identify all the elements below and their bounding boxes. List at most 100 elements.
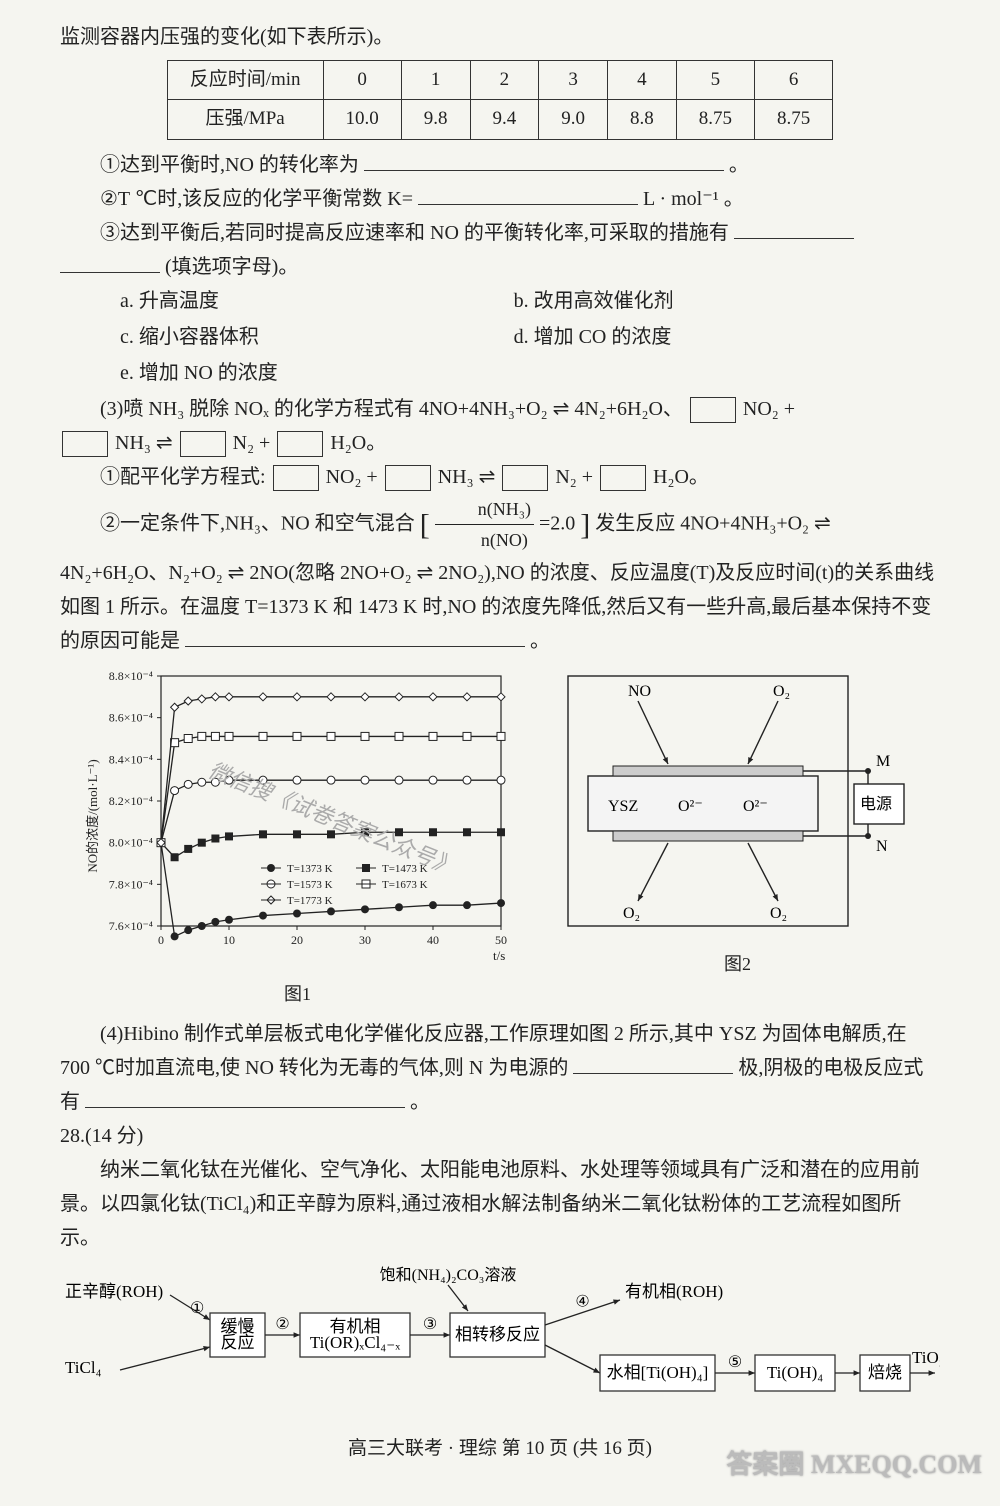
frac-den: n(NO) bbox=[435, 525, 534, 556]
q1: ①达到平衡时,NO 的转化率为 。 bbox=[60, 148, 940, 182]
svg-text:10: 10 bbox=[223, 933, 235, 947]
pressure-table: 反应时间/min 0 1 2 3 4 5 6 压强/MPa 10.0 9.8 9… bbox=[167, 60, 834, 140]
svg-text:电源: 电源 bbox=[860, 795, 892, 813]
svg-text:O²⁻: O²⁻ bbox=[678, 798, 703, 815]
blank bbox=[85, 1087, 405, 1108]
svg-text:Ti(OR)ₓCl₄₋ₓ: Ti(OR)ₓCl₄₋ₓ bbox=[310, 1333, 400, 1352]
figure-row: 7.6×10⁻⁴ 7.8×10⁻⁴ 8.0×10⁻⁴ 8.2×10⁻⁴ 8.4×10⁻⁴… bbox=[60, 666, 940, 1010]
q28-head: 28.(14 分) bbox=[60, 1119, 940, 1153]
opt-d: d. 增加 CO 的浓度 bbox=[514, 320, 908, 354]
p3s1a: ①配平化学方程式: bbox=[100, 466, 266, 488]
bracket-r-icon: ] bbox=[580, 508, 590, 541]
figure-1: 7.6×10⁻⁴ 7.8×10⁻⁴ 8.0×10⁻⁴ 8.2×10⁻⁴ 8.4×10⁻⁴… bbox=[83, 666, 513, 1010]
svg-text:8.8×10⁻⁴: 8.8×10⁻⁴ bbox=[108, 669, 152, 683]
q3: ③达到平衡后,若同时提高反应速率和 NO 的平衡转化率,可采取的措施有 bbox=[60, 216, 940, 250]
blank bbox=[60, 252, 160, 273]
svg-text:t/s: t/s bbox=[493, 948, 505, 963]
q2: ②T ℃时,该反应的化学平衡常数 K= L · mol⁻¹ 。 bbox=[60, 182, 940, 216]
fig1-caption: 图1 bbox=[83, 979, 513, 1010]
svg-text:T=1673 K: T=1673 K bbox=[382, 879, 428, 891]
svg-text:8.2×10⁻⁴: 8.2×10⁻⁴ bbox=[108, 794, 152, 808]
coef-box bbox=[385, 465, 431, 491]
svg-text:NO: NO bbox=[628, 683, 651, 700]
p3-line1: (3)喷 NH₃ 脱除 NOₓ 的化学方程式有 4NO+4NH₃+O₂ ⇌ 4N… bbox=[60, 392, 940, 426]
blank bbox=[418, 184, 638, 205]
svg-text:反应: 反应 bbox=[221, 1333, 255, 1352]
svg-text:7.6×10⁻⁴: 7.6×10⁻⁴ bbox=[108, 919, 152, 933]
page-root: 监测容器内压强的变化(如下表所示)。 反应时间/min 0 1 2 3 4 5 … bbox=[0, 0, 1000, 1506]
svg-text:②: ② bbox=[275, 1316, 289, 1333]
svg-text:T=1573 K: T=1573 K bbox=[287, 879, 333, 891]
opt-b: b. 改用高效催化剂 bbox=[514, 284, 908, 318]
coef-box bbox=[690, 397, 736, 423]
p3-para: 4N₂+6H₂O、N₂+O₂ ⇌ 2NO(忽略 2NO+O₂ ⇌ 2NO₂),N… bbox=[60, 556, 940, 658]
svg-text:饱和(NH₄)₂CO₃溶液: 饱和(NH₄)₂CO₃溶液 bbox=[380, 1266, 517, 1284]
table-row: 反应时间/min 0 1 2 3 4 5 6 bbox=[167, 61, 833, 100]
svg-text:焙烧: 焙烧 bbox=[868, 1363, 902, 1382]
svg-text:T=1773 K: T=1773 K bbox=[287, 895, 333, 907]
p4: (4)Hibino 制作式单层板式电化学催化反应器,工作原理如图 2 所示,其中… bbox=[60, 1017, 940, 1119]
coef-box bbox=[502, 465, 548, 491]
svg-text:O₂: O₂ bbox=[770, 905, 787, 922]
intro-line: 监测容器内压强的变化(如下表所示)。 bbox=[60, 20, 940, 54]
coef-box bbox=[277, 431, 323, 457]
p3l1b: NO₂ + bbox=[743, 398, 795, 420]
p3s2b: 发生反应 4NO+4NH₃+O₂ ⇌ bbox=[595, 512, 830, 534]
blank bbox=[734, 218, 854, 239]
q2-text: ②T ℃时,该反应的化学平衡常数 K= bbox=[100, 188, 413, 210]
svg-text:8.4×10⁻⁴: 8.4×10⁻⁴ bbox=[108, 752, 152, 766]
coef-box bbox=[600, 465, 646, 491]
svg-text:正辛醇(ROH): 正辛醇(ROH) bbox=[65, 1282, 163, 1301]
svg-text:Ti(OH)₄: Ti(OH)₄ bbox=[767, 1363, 823, 1382]
row2-label: 压强/MPa bbox=[167, 100, 323, 139]
svg-text:8.0×10⁻⁴: 8.0×10⁻⁴ bbox=[108, 835, 152, 849]
svg-text:20: 20 bbox=[291, 933, 303, 947]
svg-text:O²⁻: O²⁻ bbox=[743, 798, 768, 815]
fig2-caption: 图2 bbox=[558, 949, 918, 980]
p3-sub2: ②一定条件下,NH₃、NO 和空气混合 [ n(NH₃) n(NO) =2.0 … bbox=[60, 494, 940, 556]
p3-sub1: ①配平化学方程式: NO₂ + NH₃ ⇌ N₂ + H₂O。 bbox=[60, 460, 940, 494]
q3-tail: (填选项字母)。 bbox=[60, 250, 940, 284]
svg-text:水相[Ti(OH)₄]: 水相[Ti(OH)₄] bbox=[607, 1363, 709, 1382]
frac-num: n(NH₃) bbox=[435, 494, 534, 526]
p3s1e: H₂O。 bbox=[653, 466, 709, 488]
opt-c: c. 缩小容器体积 bbox=[120, 320, 514, 354]
svg-text:M: M bbox=[876, 753, 890, 770]
svg-text:O₂: O₂ bbox=[623, 905, 640, 922]
svg-text:⑤: ⑤ bbox=[728, 1354, 742, 1371]
q2-unit: L · mol⁻¹ 。 bbox=[643, 188, 744, 210]
svg-text:30: 30 bbox=[359, 933, 371, 947]
bracket-l-icon: [ bbox=[420, 508, 430, 541]
q28-para: 纳米二氧化钛在光催化、空气净化、太阳能电池原料、水处理等领域具有广泛和潜在的应用… bbox=[60, 1153, 940, 1255]
diagram-svg: YSZ O²⁻ O²⁻ NO O₂ O₂ O₂ M N 电源 bbox=[558, 666, 918, 936]
p3s1c: NH₃ ⇌ bbox=[438, 466, 496, 488]
svg-text:50: 50 bbox=[495, 933, 507, 947]
p3-line2: NH₃ ⇌ N₂ + H₂O。 bbox=[60, 426, 940, 460]
svg-text:相转移反应: 相转移反应 bbox=[455, 1325, 540, 1344]
opt-a: a. 升高温度 bbox=[120, 284, 514, 318]
q3a: ③达到平衡后,若同时提高反应速率和 NO 的平衡转化率,可采取的措施有 bbox=[100, 222, 729, 244]
svg-text:N: N bbox=[876, 838, 888, 855]
svg-text:TiCl₄: TiCl₄ bbox=[65, 1358, 102, 1377]
figure-2: YSZ O²⁻ O²⁻ NO O₂ O₂ O₂ M N 电源 图2 bbox=[558, 666, 918, 980]
svg-text:7.8×10⁻⁴: 7.8×10⁻⁴ bbox=[108, 877, 152, 891]
svg-text:O₂: O₂ bbox=[773, 683, 790, 700]
table-row: 压强/MPa 10.0 9.8 9.4 9.0 8.8 8.75 8.75 bbox=[167, 100, 833, 139]
blank bbox=[364, 150, 724, 171]
option-grid: a. 升高温度 c. 缩小容器体积 e. 增加 NO 的浓度 b. 改用高效催化… bbox=[120, 284, 940, 392]
coef-box bbox=[180, 431, 226, 457]
p3l2c: H₂O。 bbox=[330, 432, 386, 454]
svg-text:①: ① bbox=[190, 1300, 204, 1317]
q1-text: ①达到平衡时,NO 的转化率为 bbox=[100, 154, 359, 176]
svg-text:YSZ: YSZ bbox=[608, 798, 638, 815]
svg-text:40: 40 bbox=[427, 933, 439, 947]
fraction: n(NH₃) n(NO) bbox=[435, 494, 534, 556]
q3b: (填选项字母)。 bbox=[165, 256, 298, 278]
svg-text:NO的浓度/(mol·L⁻¹): NO的浓度/(mol·L⁻¹) bbox=[85, 759, 100, 872]
p3l2a: NH₃ ⇌ bbox=[115, 432, 173, 454]
svg-text:0: 0 bbox=[158, 933, 164, 947]
opt-e: e. 增加 NO 的浓度 bbox=[120, 356, 514, 390]
row1-label: 反应时间/min bbox=[167, 61, 323, 100]
p4end: 。 bbox=[410, 1091, 430, 1113]
svg-text:④: ④ bbox=[575, 1294, 589, 1311]
